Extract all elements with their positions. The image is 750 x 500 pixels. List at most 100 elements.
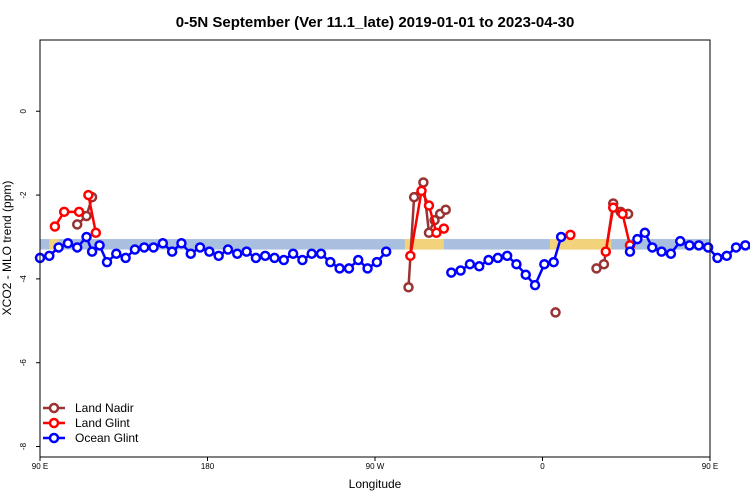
data-point xyxy=(194,242,206,253)
data-point xyxy=(446,267,457,278)
chart-title: 0-5N September (Ver 11.1_late) 2019-01-0… xyxy=(176,14,575,31)
data-point xyxy=(565,229,576,241)
data-point xyxy=(418,177,429,188)
series-line xyxy=(87,194,98,234)
band-land-segment xyxy=(549,239,612,250)
x-axis-label: Longitude xyxy=(349,477,402,491)
data-point xyxy=(176,238,187,249)
data-point xyxy=(120,252,131,264)
band-ocean xyxy=(40,239,710,250)
legend-marker xyxy=(48,417,60,429)
data-point xyxy=(408,191,420,203)
data-point xyxy=(730,242,742,253)
data-point xyxy=(269,252,280,264)
series-ocean-glint xyxy=(34,227,750,291)
data-point xyxy=(464,258,476,270)
data-point xyxy=(440,204,451,215)
data-point xyxy=(90,227,102,239)
data-point xyxy=(511,258,522,270)
data-point xyxy=(94,240,105,251)
data-point xyxy=(81,231,92,243)
data-point xyxy=(306,248,317,259)
x-axis: 90 E 180 90 W 0 90 E xyxy=(32,457,718,471)
legend-marker xyxy=(48,432,60,444)
data-point xyxy=(297,254,308,266)
legend-item-land-nadir: Land Nadir xyxy=(43,401,134,415)
data-point xyxy=(44,250,55,262)
data-point xyxy=(380,246,392,257)
data-point xyxy=(53,242,64,253)
data-point xyxy=(438,223,450,234)
series-land-glint xyxy=(49,185,636,262)
data-point xyxy=(166,246,178,257)
data-point xyxy=(86,246,98,257)
data-point xyxy=(83,189,94,201)
y-tick-label: -8 xyxy=(19,442,28,450)
data-point xyxy=(548,256,559,268)
data-point xyxy=(58,206,70,218)
data-point xyxy=(492,252,504,264)
data-point xyxy=(617,208,628,220)
y-tick-label: 0 xyxy=(19,108,28,113)
y-tick-label: -4 xyxy=(19,275,28,283)
data-point xyxy=(315,248,327,259)
data-point xyxy=(232,248,243,259)
data-point xyxy=(674,235,686,247)
data-point xyxy=(185,248,196,259)
data-point xyxy=(278,254,290,266)
data-point xyxy=(129,244,141,255)
legend-label: Land Glint xyxy=(75,416,130,430)
legend-marker xyxy=(48,402,60,414)
data-point xyxy=(81,210,92,222)
data-point xyxy=(148,242,159,253)
data-point xyxy=(431,227,442,239)
data-point xyxy=(353,254,364,266)
data-point xyxy=(529,279,541,291)
data-point xyxy=(423,200,435,211)
data-point xyxy=(555,231,567,243)
data-point xyxy=(362,263,373,274)
data-point xyxy=(250,252,262,264)
data-point xyxy=(334,263,345,274)
data-point xyxy=(632,233,643,245)
data-point xyxy=(222,244,234,255)
x-tick-label: 90 E xyxy=(32,462,48,471)
data-point xyxy=(62,238,74,249)
data-point xyxy=(111,248,122,259)
data-point xyxy=(325,256,336,268)
data-point xyxy=(702,242,714,253)
legend-item-ocean-glint: Ocean Glint xyxy=(43,431,139,445)
data-point xyxy=(73,206,85,218)
data-point xyxy=(591,263,602,274)
data-point xyxy=(740,240,750,251)
legend-label: Ocean Glint xyxy=(75,431,139,445)
y-axis: 0 -2 -4 -6 -8 xyxy=(19,108,40,450)
data-point xyxy=(157,238,169,249)
data-point xyxy=(71,219,83,230)
data-point xyxy=(647,242,658,253)
data-point xyxy=(213,250,224,262)
data-point xyxy=(639,227,651,239)
data-point xyxy=(71,242,83,253)
data-point xyxy=(403,282,414,293)
data-point xyxy=(693,240,705,251)
data-point xyxy=(416,185,427,197)
band-land-segment xyxy=(404,239,444,250)
data-point xyxy=(241,246,252,257)
data-point xyxy=(624,246,636,257)
data-point xyxy=(656,246,667,257)
data-point xyxy=(101,256,113,268)
data-point xyxy=(204,246,215,257)
data-point xyxy=(684,240,695,251)
x-tick-label: 180 xyxy=(201,462,215,471)
data-point xyxy=(259,250,271,262)
x-tick-label: 0 xyxy=(540,462,545,471)
data-point xyxy=(600,246,612,257)
data-point xyxy=(607,202,619,213)
data-point xyxy=(598,258,610,270)
data-point xyxy=(665,248,677,259)
data-point xyxy=(405,250,416,262)
data-point xyxy=(371,256,383,268)
data-point xyxy=(539,258,550,270)
data-point xyxy=(501,250,513,262)
